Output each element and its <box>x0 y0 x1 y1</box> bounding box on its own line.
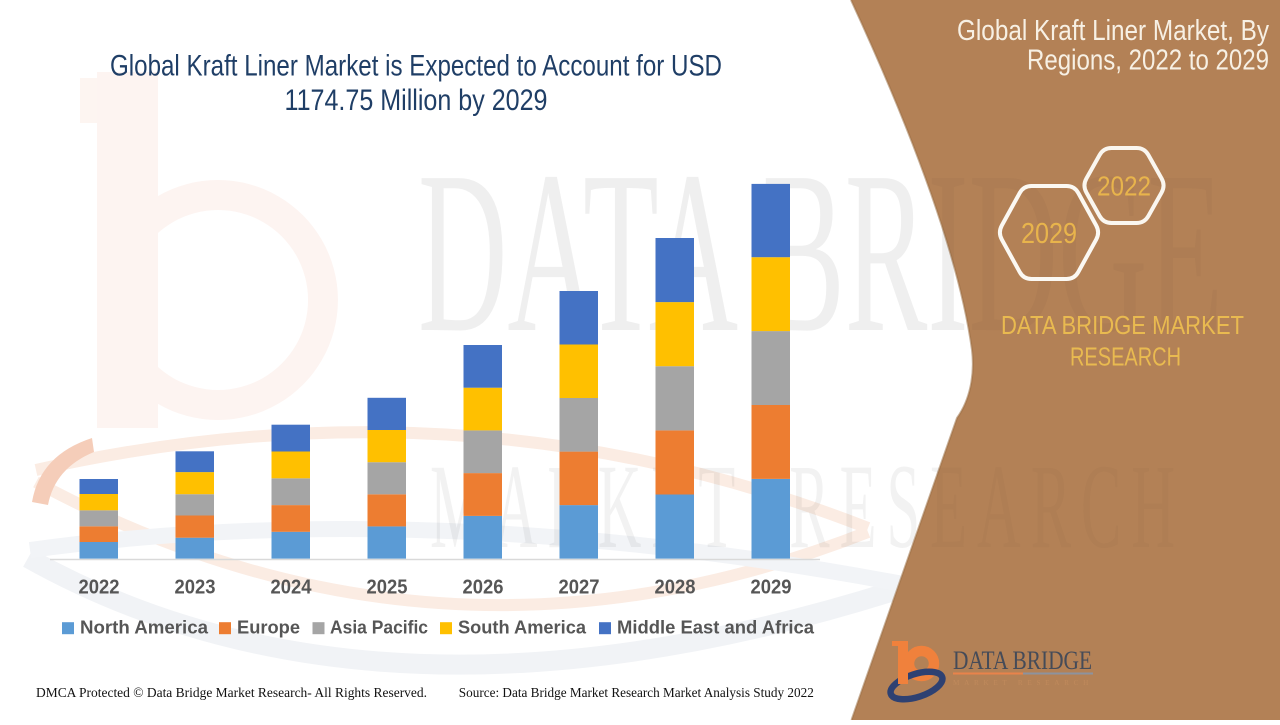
svg-text:Regions, 2022 to 2029: Regions, 2022 to 2029 <box>1027 45 1269 77</box>
svg-text:South America: South America <box>458 617 587 637</box>
svg-text:2026: 2026 <box>463 577 504 599</box>
svg-text:2027: 2027 <box>559 577 600 599</box>
svg-text:2024: 2024 <box>271 577 313 599</box>
svg-text:RESEARCH: RESEARCH <box>1070 342 1181 372</box>
svg-text:2029: 2029 <box>1021 218 1077 250</box>
svg-text:MARKET RESEARCH: MARKET RESEARCH <box>953 679 1093 687</box>
svg-text:Global Kraft Liner Market, By: Global Kraft Liner Market, By <box>957 15 1269 47</box>
svg-text:1174.75 Million by 2029: 1174.75 Million by 2029 <box>285 84 548 117</box>
svg-text:MARKET RESEARCH: MARKET RESEARCH <box>430 440 1185 574</box>
svg-text:Europe: Europe <box>237 617 300 637</box>
svg-text:2029: 2029 <box>751 577 792 599</box>
svg-text:Global Kraft Liner Market is E: Global Kraft Liner Market is Expected to… <box>110 50 722 83</box>
svg-text:Middle East and Africa: Middle East and Africa <box>617 617 815 637</box>
svg-text:2028: 2028 <box>655 577 696 599</box>
svg-text:2022: 2022 <box>1097 171 1151 202</box>
svg-text:Asia Pacific: Asia Pacific <box>330 617 428 637</box>
svg-text:DATA BRIDGE: DATA BRIDGE <box>953 646 1092 675</box>
svg-text:DATA BRIDGE: DATA BRIDGE <box>418 124 1223 381</box>
svg-text:DATA BRIDGE MARKET: DATA BRIDGE MARKET <box>1001 310 1244 340</box>
svg-text:2023: 2023 <box>175 577 216 599</box>
svg-text:Source: Data Bridge Market Res: Source: Data Bridge Market Research Mark… <box>459 686 814 701</box>
svg-text:2025: 2025 <box>367 577 408 599</box>
svg-text:DMCA Protected © Data Bridge M: DMCA Protected © Data Bridge Market Rese… <box>36 686 427 701</box>
svg-text:2022: 2022 <box>79 577 120 599</box>
svg-text:North America: North America <box>80 617 209 637</box>
